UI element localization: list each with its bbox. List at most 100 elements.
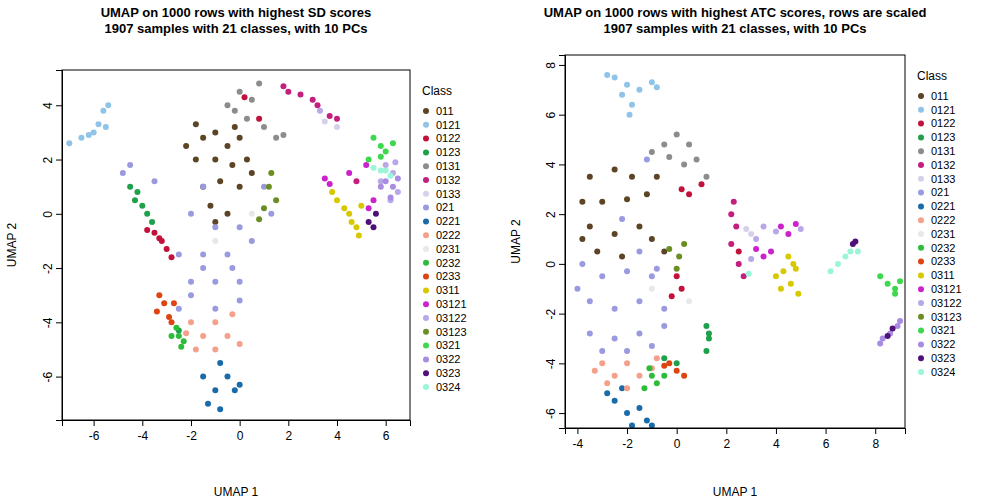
point	[224, 374, 230, 380]
point	[256, 81, 262, 87]
point	[612, 74, 618, 80]
y-axis-line	[559, 56, 566, 429]
point	[366, 205, 372, 211]
x-tick: 8	[872, 428, 879, 451]
y-tick-label: 2	[544, 211, 558, 218]
legend-label: 0133	[931, 173, 955, 185]
legend-swatch	[918, 272, 924, 278]
legend-label: 0133	[436, 188, 460, 200]
point	[310, 97, 316, 103]
point	[200, 251, 206, 257]
x-tick: -4	[137, 420, 148, 443]
point	[748, 231, 754, 237]
point	[619, 92, 625, 98]
point	[612, 335, 618, 341]
point	[644, 418, 650, 424]
legend-label: 0132	[931, 159, 955, 171]
point	[346, 211, 352, 217]
point	[594, 248, 600, 254]
point	[207, 203, 213, 209]
legend-label: 0321	[931, 324, 955, 336]
y-tick-label: -2	[544, 308, 558, 319]
panel: UMAP on 1000 rows with highest ATC score…	[509, 5, 962, 499]
point	[703, 348, 709, 354]
legend-swatch	[423, 274, 429, 280]
legend-swatch	[423, 191, 429, 197]
legend-label: 0322	[436, 353, 460, 365]
point	[297, 91, 303, 97]
x-tick-mark	[577, 428, 578, 434]
point	[224, 211, 230, 217]
y-tick-mark	[559, 264, 565, 265]
y-tick: -6	[41, 371, 62, 382]
point	[327, 113, 333, 119]
point	[636, 298, 642, 304]
point	[773, 273, 779, 279]
legend-swatch	[918, 369, 924, 375]
y-tick-mark	[56, 377, 62, 378]
legend-swatch	[423, 356, 429, 362]
y-axis: -6-4-202468	[544, 56, 566, 429]
x-tick: 4	[773, 428, 780, 451]
point	[798, 226, 804, 232]
x-tick: 6	[383, 420, 390, 443]
point	[733, 224, 739, 230]
point	[181, 338, 187, 344]
point	[753, 246, 759, 252]
point	[706, 331, 712, 337]
legend-label: 0311	[436, 284, 460, 296]
point	[103, 124, 109, 130]
point	[636, 248, 642, 254]
point	[349, 219, 355, 225]
point	[193, 121, 199, 127]
point	[624, 348, 630, 354]
point	[703, 323, 709, 329]
point	[579, 261, 585, 267]
point	[134, 189, 140, 195]
x-tick-label: -4	[573, 437, 584, 451]
legend-label: 021	[436, 201, 454, 213]
point	[176, 333, 182, 339]
point	[694, 156, 700, 162]
point	[366, 157, 372, 163]
point	[237, 224, 243, 230]
point	[266, 184, 272, 190]
legend-label: 0233	[931, 255, 955, 267]
point	[334, 116, 340, 122]
legend-label: 0122	[931, 117, 955, 129]
point	[681, 161, 687, 167]
point	[200, 333, 206, 339]
y-tick-mark	[559, 65, 565, 66]
x-tick: 6	[823, 428, 830, 451]
point	[249, 97, 255, 103]
legend-swatch	[918, 259, 924, 265]
point	[679, 186, 685, 192]
x-tick-label: 0	[674, 437, 681, 451]
legend-label: 0221	[931, 200, 955, 212]
point	[237, 341, 243, 347]
x-tick: 4	[334, 420, 341, 443]
point	[636, 331, 642, 337]
x-tick-mark	[386, 420, 387, 426]
legend-label: 0123	[931, 131, 955, 143]
point	[315, 102, 321, 108]
x-tick-mark	[240, 420, 241, 426]
legend-label: 0132	[436, 174, 460, 186]
points	[66, 81, 401, 413]
point	[237, 279, 243, 285]
legend-swatch	[423, 301, 429, 307]
point	[232, 387, 238, 393]
point	[370, 197, 376, 203]
legend-label: 0231	[931, 228, 955, 240]
point	[183, 143, 189, 149]
point	[624, 385, 630, 391]
y-tick: 4	[41, 102, 62, 109]
point	[205, 401, 211, 407]
point	[151, 178, 157, 184]
y-axis: -6-4-2024	[41, 71, 63, 421]
point	[778, 224, 784, 230]
point	[151, 230, 157, 236]
y-tick: 2	[544, 211, 565, 218]
x-axis-line	[63, 421, 411, 427]
y-tick-mark	[56, 214, 62, 215]
